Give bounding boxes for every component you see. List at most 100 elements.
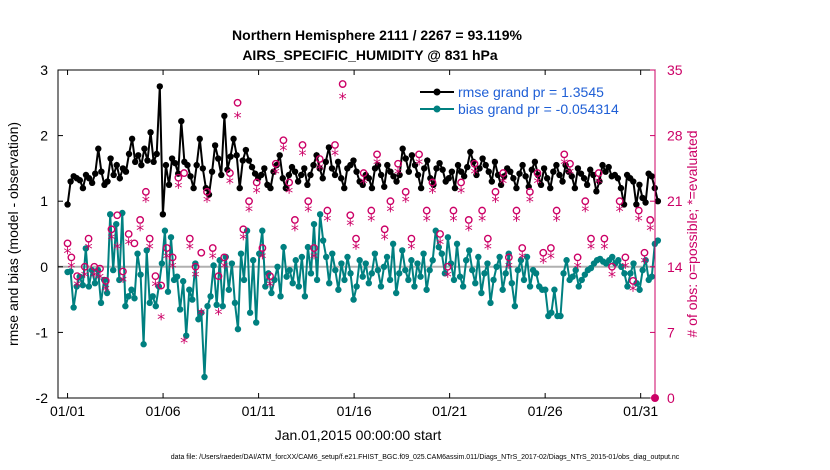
obs-possible-marker [174,173,183,182]
series-point-rmse [328,165,336,172]
series-point-rmse [341,184,348,192]
series-point-bias [399,247,406,254]
chart-title-line2: AIRS_SPECIFIC_HUMIDITY @ 831 hPa [242,47,498,63]
series-point-rmse [221,112,228,120]
series-point-bias [332,266,339,274]
series-point-rmse [107,155,114,162]
series-point-bias [304,243,312,251]
series-point-rmse [233,152,240,159]
series-point-rmse [633,201,640,208]
series-point-rmse [95,145,102,152]
series-point-bias [508,280,516,287]
obs-possible-marker [239,225,248,234]
obs-possible-marker [226,169,234,177]
obs-evaluated-marker: * [600,239,608,258]
series-point-rmse [556,171,563,179]
obs-evaluated-marker: * [81,267,89,286]
series-point-rmse [282,184,290,192]
obs-evaluated-marker: * [491,192,499,211]
series-point-rmse [417,184,425,192]
series-point-bias [560,270,567,277]
series-point-rmse [424,157,431,164]
series-point-bias [609,253,616,261]
series-point-rmse [211,142,219,149]
obs-possible-marker [258,244,267,252]
series-point-bias [386,276,394,284]
series-point-rmse [436,159,443,167]
series-point-bias [377,283,385,290]
obs-possible-marker [483,234,492,243]
obs-possible-marker [113,211,122,220]
obs-evaluated-marker: * [169,258,177,277]
series-point-rmse [331,171,339,179]
series-point-rmse [104,178,111,185]
obs-possible-marker [73,272,82,281]
x-tick-label: 01/11 [242,403,276,419]
series-point-bias [523,253,531,261]
obs-possible-marker [560,150,569,159]
series-point-rmse [236,184,243,192]
obs-possible-marker [130,239,139,248]
obs-evaluated-marker: * [415,155,423,174]
series-point-bias [551,286,558,293]
series-point-rmse [587,166,594,173]
series-point-rmse [141,145,148,152]
series-point-rmse [251,170,259,177]
obs-possible-marker [214,272,223,281]
series-point-bias [426,266,433,274]
series-point-rmse [636,181,643,188]
series-point-rmse [583,181,591,188]
series-point-rmse [359,181,366,188]
series-point-rmse [368,184,376,192]
series-point-rmse [316,165,323,172]
series-point-bias [164,288,172,295]
obs-evaluated-marker: * [646,220,654,239]
series-point-rmse [513,184,520,192]
series-point-rmse [230,135,237,143]
obs-evaluated-marker: * [163,248,171,267]
series-point-rmse [596,178,603,185]
series-point-rmse [543,175,551,182]
obs-evaluated-marker: * [608,267,616,286]
series-point-bias [557,312,564,320]
series-point-bias [472,280,479,287]
obs-evaluated-marker: * [484,239,492,258]
plot-frame [57,69,656,399]
obs-possible-marker [124,230,133,238]
series-point-rmse [377,171,385,179]
series-point-bias [639,266,646,274]
y-right-tick-label: 0 [667,390,675,406]
series-point-rmse [310,161,317,169]
obs-evaluated-marker: * [299,145,307,164]
obs-evaluated-marker: * [360,173,368,192]
series-point-bias [444,234,452,241]
series-point-bias [362,260,369,267]
series-point-bias [329,250,336,257]
series-point-bias [520,276,528,284]
series-point-rmse [135,152,142,159]
series-point-bias [234,325,242,333]
series-point-rmse [113,161,120,169]
y-tick-label: 3 [40,62,48,78]
series-point-rmse [402,155,409,162]
obs-possible-marker [290,216,299,224]
obs-possible-marker [266,272,274,281]
series-point-bias [484,260,491,267]
series-point-bias [496,253,503,261]
series-point-rmse [547,184,554,192]
series-point-rmse [467,148,474,156]
series-point-bias [575,283,582,290]
obs-possible-marker [220,253,229,262]
series-point-rmse [605,163,612,171]
series-point-rmse [553,161,560,169]
obs-possible-marker [457,178,465,187]
obs-evaluated-marker: * [234,108,242,127]
obs-evaluated-marker: * [304,202,312,221]
chart-title-line1: Northern Hemisphere 2111 / 2267 = 93.119… [232,27,522,43]
obs-evaluated-marker: * [386,202,394,221]
series-point-bias [615,257,622,264]
series-point-bias [122,302,129,310]
series-point-rmse [537,181,545,188]
series-point-bias [466,247,473,254]
series-point-rmse [396,171,403,179]
